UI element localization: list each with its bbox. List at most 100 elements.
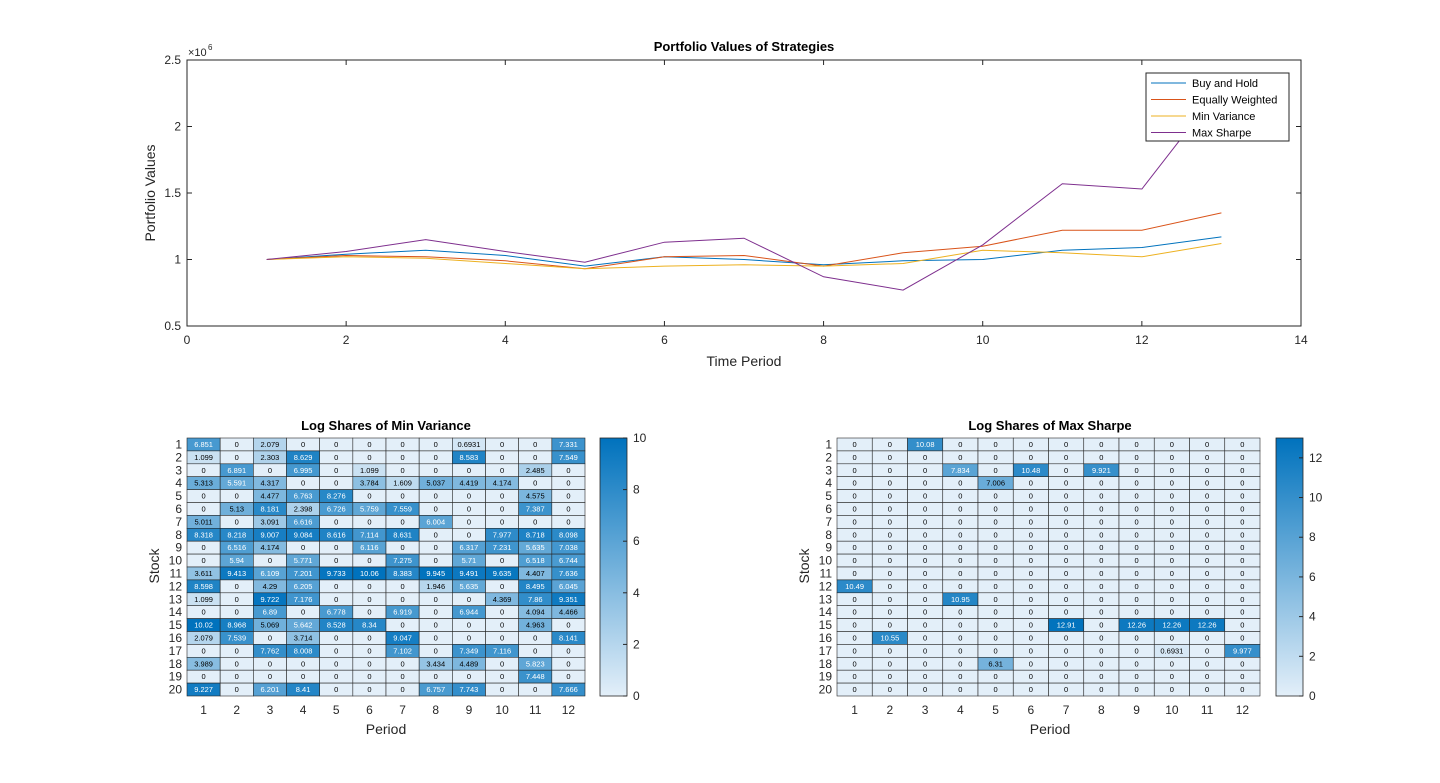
heatmap-cell-label: 0 [1205,543,1209,552]
heatmap-y-tick-label: 8 [825,528,832,542]
heatmap-cell-label: 0 [1240,479,1244,488]
heatmap-cell-label: 0 [400,543,404,552]
heatmap-cell-label: 0 [467,504,471,513]
heatmap-cell-label: 0 [1240,685,1244,694]
heatmap-cell-label: 0 [1029,556,1033,565]
line-plot-frame [186,59,1302,327]
heatmap-cell-label: 0 [923,582,927,591]
heatmap-cell-label: 0 [334,440,338,449]
heatmap-cell-label: 6.004 [426,517,445,526]
colorbar-tick-label: 12 [1309,451,1323,465]
heatmap-x-tick-label: 9 [466,703,473,717]
heatmap-cell-label: 0 [268,659,272,668]
heatmap-x-tick-label: 12 [562,703,576,717]
heatmap-cell-label: 0 [888,646,892,655]
heatmap-cell-label: 0 [958,633,962,642]
heatmap-cell-label: 6.205 [294,582,313,591]
heatmap-cell-label: 6.919 [393,608,412,617]
heatmap-y-tick-label: 19 [169,670,183,684]
heatmap-cell-label: 5.71 [462,556,477,565]
heatmap-cell-label: 0 [367,517,371,526]
heatmap-cell-label: 0 [1240,504,1244,513]
heatmap-cell-label: 6.616 [294,517,313,526]
heatmap-cell-label: 0 [888,556,892,565]
heatmap-cell-label: 0 [434,556,438,565]
heatmap-cell-label: 0 [1205,685,1209,694]
heatmap-cell-label: 0 [1099,608,1103,617]
heatmap-cell-label: 5.13 [229,504,244,513]
heatmap-cell-label: 0 [1064,569,1068,578]
heatmap-cell-label: 0 [1029,672,1033,681]
heatmap-cell-label: 0 [500,556,504,565]
heatmap-cell-label: 0 [268,466,272,475]
heatmap-cell-label: 0 [500,633,504,642]
heatmap-cell-label: 7.448 [526,672,545,681]
heatmap-cell-label: 2.485 [526,466,545,475]
heatmap-cell-label: 0 [923,504,927,513]
heatmap-cell-label: 0 [1240,492,1244,501]
heatmap-cell-label: 10.06 [360,569,379,578]
heatmap-cell-label: 0 [1240,543,1244,552]
heatmap-cell-label: 0 [1170,453,1174,462]
heatmap-cell-label: 6.116 [360,543,378,552]
heatmap-cell-label: 0 [434,530,438,539]
heatmap-cell-label: 0 [467,595,471,604]
heatmap-cell-label: 0 [1135,608,1139,617]
heatmap-cell-label: 0 [888,479,892,488]
heatmap-cell-label: 0 [1029,530,1033,539]
heatmap-cell-label: 0 [923,569,927,578]
heatmap-cell-label: 0 [958,556,962,565]
heatmap-cell-label: 0 [1099,479,1103,488]
heatmap-y-tick-label: 16 [169,631,183,645]
heatmap-cell-label: 0 [1205,504,1209,513]
heatmap-cell-label: 0 [367,672,371,681]
heatmap-cell-label: 0.6931 [1160,646,1183,655]
heatmap-y-tick-label: 2 [825,450,832,464]
heatmap-cell-label: 0 [1099,492,1103,501]
heatmap-cell-label: 4.963 [526,621,545,630]
heatmap-cell-label: 3.784 [360,479,379,488]
heatmap-cell-label: 8.616 [327,530,346,539]
heatmap-cell-label: 0 [1240,453,1244,462]
heatmap-cell-label: 0 [1064,479,1068,488]
heatmap-cell-label: 0 [1029,453,1033,462]
heatmap-cell-label: 0 [500,685,504,694]
heatmap-cell-label: 7.176 [294,595,313,604]
heatmap-cell-label: 6.518 [526,556,545,565]
heatmap-cell-label: 0 [367,492,371,501]
heatmap-cell-label: 2.079 [261,440,280,449]
heatmap-cell-label: 0 [1135,646,1139,655]
heatmap-cell-label: 8.141 [559,633,578,642]
heatmap-cell-label: 6.891 [227,466,246,475]
legend-label-2: Min Variance [1192,111,1255,123]
legend-label-3: Max Sharpe [1192,128,1251,140]
x-tick-label-4: 8 [820,333,827,347]
heatmap-cell-label: 0 [566,672,570,681]
heatmap-cell-label: 0 [994,595,998,604]
heatmap-cell-label: 0 [1135,659,1139,668]
heatmap-cell-label: 0 [1240,556,1244,565]
heatmap-cell-label: 0 [201,466,205,475]
heatmap-cell-label: 0 [1135,672,1139,681]
heatmap-cell-label: 0 [1064,556,1068,565]
heatmap-y-tick-label: 17 [819,644,833,658]
heatmap-cell-label: 0 [1240,621,1244,630]
heatmap-x-tick-label: 7 [1063,703,1070,717]
heatmap-y-tick-label: 5 [825,489,832,503]
heatmap-cell-label: 0 [400,582,404,591]
heatmap-cell-label: 9.047 [393,633,412,642]
heatmap-cell-label: 0 [958,517,962,526]
heatmap-cell-label: 0 [434,621,438,630]
heatmap-cell-label: 0 [1064,543,1068,552]
heatmap-cell-label: 7.387 [526,504,545,513]
heatmap-cell-label: 0 [467,530,471,539]
colorbar-tick-label: 6 [633,534,640,548]
heatmap-cell-label: 0 [367,685,371,694]
heatmap-x-tick-label: 2 [887,703,894,717]
heatmap-cell-label: 0 [533,453,537,462]
heatmap-cell-label: 0 [1099,504,1103,513]
heatmap-y-tick-label: 18 [819,657,833,671]
heatmap-cell-label: 0 [201,492,205,501]
heatmap-cell-label: 0 [1135,582,1139,591]
heatmap-x-tick-label: 1 [200,703,207,717]
